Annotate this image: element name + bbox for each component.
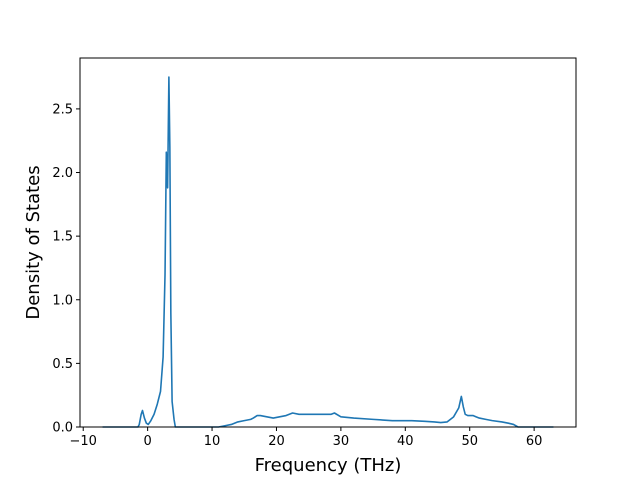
plot-frame (79, 57, 577, 428)
x-tick-label: 40 (397, 434, 414, 449)
x-axis-label: Frequency (THz) (255, 455, 402, 476)
y-axis-label: Density of States (23, 165, 44, 319)
x-tick-label: 20 (268, 434, 285, 449)
y-tick-label: 0.0 (52, 421, 73, 436)
ticks-layer: −10 0 10 20 30 40 50 60 0.0 0.5 1.0 1.5 2.0 2.5 (52, 102, 542, 449)
y-tick-label: 2.0 (52, 166, 73, 181)
x-tick-label: −10 (70, 434, 97, 449)
y-tick-label: 0.5 (52, 357, 73, 372)
y-tick-label: 1.0 (52, 293, 73, 308)
plot-background (80, 58, 576, 427)
y-tick-label: 1.5 (52, 230, 73, 245)
x-tick-label: 50 (461, 434, 478, 449)
y-tick-label: 2.5 (52, 102, 73, 117)
dos-series-line (102, 76, 554, 428)
x-tick-label: 30 (333, 434, 350, 449)
x-tick-label: 0 (143, 434, 151, 449)
series-layer (102, 76, 554, 428)
x-tick-label: 10 (204, 434, 221, 449)
x-tick-label: 60 (526, 434, 543, 449)
